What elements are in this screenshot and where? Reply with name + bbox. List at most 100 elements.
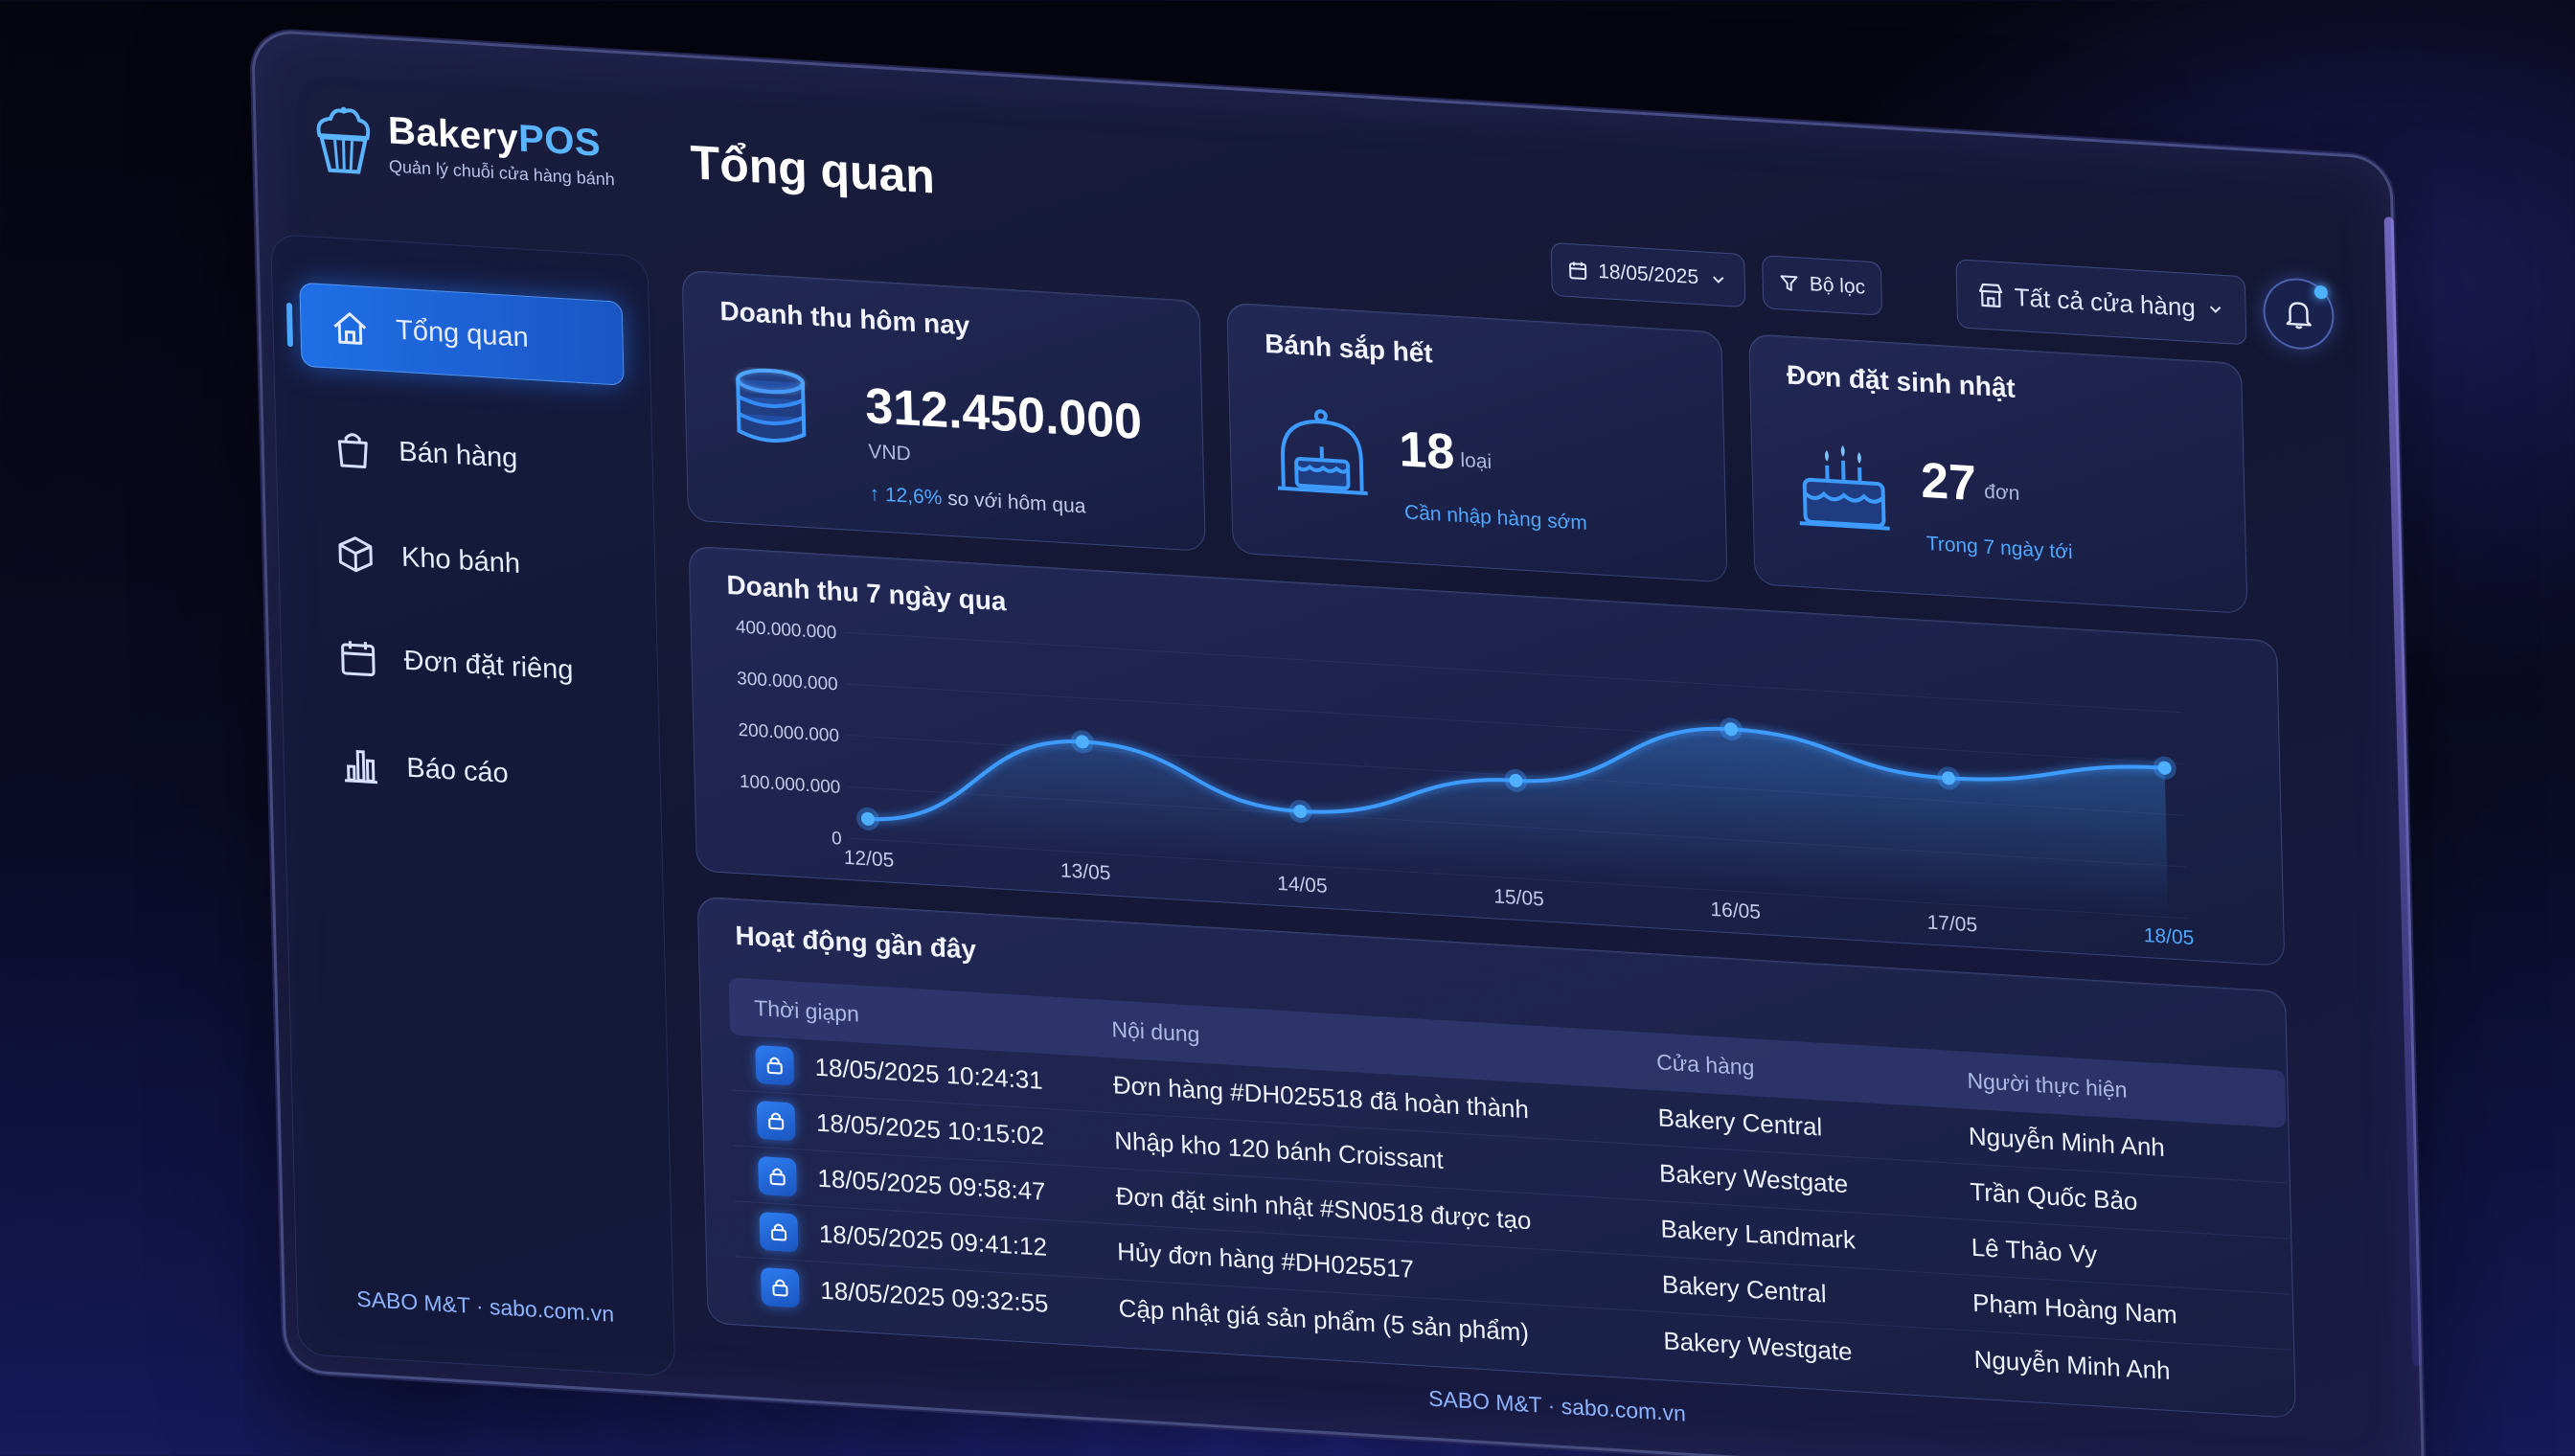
series-area (867, 728, 2169, 918)
row-user: Nguyễn Minh Anh (1973, 1344, 2171, 1385)
tablet-frame: BakeryPOS Quản lý chuỗi cửa hàng bánh Tổ… (251, 29, 2426, 1456)
cake-dome-icon (1277, 409, 1368, 496)
store-select-value: Tất cả cửa hàng (2014, 282, 2197, 322)
card-title: Bánh sắp hết (1264, 328, 1434, 369)
table-row[interactable]: 18/05/2025 09:41:12 Hủy đơn hàng #DH0255… (734, 1201, 2292, 1351)
data-point (1075, 735, 1089, 749)
low-stock-value: 18 (1398, 421, 1455, 481)
revenue-line-chart[interactable]: 0 100.000.000 200.000.000 300.000.000 400.00… (690, 547, 2287, 967)
row-store: Bakery Westgate (1662, 1325, 1853, 1366)
sidebar-item-label: Báo cáo (406, 752, 510, 789)
birthday-orders-unit: đơn (1983, 480, 2020, 505)
row-user: Lê Thảo Vy (1971, 1232, 2098, 1269)
sidebar-item-label: Bán hàng (398, 436, 518, 474)
recent-activity-card: Hoạt động gần đây Thời giạpn Nội dung Cử… (696, 896, 2296, 1419)
table-row[interactable]: 18/05/2025 10:15:02 Nhập kho 120 bánh Cr… (731, 1090, 2290, 1240)
card-title: Doanh thu hôm nay (719, 295, 970, 341)
x-tick-label: 17/05 (1926, 911, 1977, 936)
revenue-change: ↑ 12,6% so với hôm qua (869, 482, 1086, 518)
sidebar-item-label: Tổng quan (395, 314, 529, 353)
sidebar-item-kho-banh[interactable]: Kho bánh (305, 510, 629, 613)
sidebar-nav: Tổng quan Bán hàng Kho bánh Đơn đặt riên… (270, 233, 676, 1377)
home-icon (333, 312, 367, 345)
column-header-store[interactable]: Cửa hàng (1655, 1048, 1755, 1080)
sidebar-item-bao-cao[interactable]: Báo cáo (310, 720, 635, 824)
notification-dot (2313, 284, 2328, 300)
lock-icon (756, 1100, 796, 1141)
low-stock-note: Cần nhập hàng sớm (1403, 501, 1588, 535)
row-store: Bakery Landmark (1660, 1214, 1857, 1255)
column-header-user[interactable]: Người thực hiện (1967, 1067, 2128, 1103)
calendar-icon (1569, 262, 1587, 280)
table-row[interactable]: 18/05/2025 10:24:31 Đơn hàng #DH025518 đ… (730, 1035, 2288, 1184)
column-header-time[interactable]: Thời giạpn (753, 994, 860, 1027)
box-icon (338, 536, 373, 573)
row-store: Bakery Central (1661, 1269, 1827, 1308)
notification-button[interactable] (2262, 276, 2336, 352)
shopping-bag-icon (337, 433, 368, 468)
app-logo[interactable]: BakeryPOS Quản lý chuỗi cửa hàng bánh (309, 102, 615, 193)
data-point (1293, 804, 1308, 819)
y-tick-label: 0 (832, 829, 842, 850)
x-tick-label: 16/05 (1710, 899, 1761, 923)
store-select[interactable]: Tất cả cửa hàng (1954, 259, 2247, 346)
birthday-cake-icon (1799, 444, 1890, 531)
lock-icon (755, 1044, 795, 1085)
data-point (1509, 773, 1523, 787)
revenue-chart-card: Doanh thu 7 ngày qua 0 100.000.000 200.000… (688, 545, 2287, 967)
cupcake-logo-icon (316, 106, 371, 174)
sidebar-item-label: Kho bánh (400, 541, 521, 580)
x-tick-label: 18/05 (2144, 924, 2195, 949)
row-time: 18/05/2025 09:41:12 (818, 1218, 1048, 1262)
x-tick-label: 13/05 (1060, 859, 1111, 884)
sidebar: BakeryPOS Quản lý chuỗi cửa hàng bánh Tổ… (254, 32, 697, 1394)
lock-icon (760, 1266, 800, 1308)
y-tick-label: 400.000.000 (736, 617, 837, 643)
page-title: Tổng quan (690, 135, 936, 204)
x-tick-label: 12/05 (844, 847, 895, 872)
calendar-icon (341, 641, 376, 677)
sidebar-item-tong-quan[interactable]: Tổng quan (285, 282, 625, 386)
row-store: Bakery Westgate (1658, 1158, 1849, 1199)
revenue-unit: VND (868, 440, 912, 466)
main-content: Tổng quan 18/05/2025 Bộ lọc Tất cả cửa h… (674, 57, 2408, 1456)
y-tick-label: 200.000.000 (738, 720, 839, 746)
y-tick-label: 300.000.000 (737, 669, 838, 694)
x-tick-label: 15/05 (1493, 885, 1544, 910)
bell-icon (2286, 302, 2312, 330)
chevron-down-icon (1713, 276, 1724, 284)
data-point (1942, 771, 1956, 785)
revenue-value: 312.450.000 (864, 377, 1143, 451)
coins-stack-icon (736, 368, 807, 444)
sidebar-item-ban-hang[interactable]: Bán hàng (302, 404, 627, 508)
revenue-card: Doanh thu hôm nay 312.450.000 VND ↑ 12,6… (681, 269, 1206, 552)
activity-title: Hoạt động gần đây (735, 920, 977, 965)
date-value: 18/05/2025 (1597, 260, 1699, 289)
filter-button[interactable]: Bộ lọc (1762, 255, 1882, 316)
birthday-orders-value: 27 (1920, 452, 1977, 512)
row-time: 18/05/2025 10:15:02 (815, 1107, 1045, 1150)
row-store: Bakery Central (1657, 1103, 1823, 1142)
table-row[interactable]: 18/05/2025 09:58:47 Đơn đặt sinh nhật #S… (732, 1146, 2290, 1295)
birthday-orders-note: Trong 7 ngày tới (1926, 532, 2073, 564)
table-row[interactable]: 18/05/2025 09:32:55 Cập nhật giá sản phẩ… (736, 1257, 2293, 1405)
card-title: Đơn đặt sinh nhật (1786, 359, 2017, 403)
activity-table: Thời giạpn Nội dung Cửa hàng Người thực … (728, 977, 2293, 1405)
top-controls: 18/05/2025 Bộ lọc Tất cả cửa hàng (1550, 234, 2336, 352)
filter-icon (1780, 275, 1798, 291)
active-indicator (285, 302, 294, 348)
row-time: 18/05/2025 09:32:55 (819, 1275, 1049, 1318)
x-tick-label: 14/05 (1277, 873, 1328, 898)
sidebar-item-don-dat-rieng[interactable]: Đơn đặt riêng (308, 613, 632, 717)
sidebar-item-label: Đơn đặt riêng (403, 645, 574, 686)
bar-chart-icon (344, 749, 377, 785)
grid-line (845, 683, 2184, 765)
lock-icon (759, 1211, 799, 1252)
row-user: Nguyễn Minh Anh (1968, 1121, 2166, 1162)
row-user: Phạm Hoàng Nam (1971, 1287, 2178, 1330)
low-stock-unit: loại (1460, 448, 1493, 473)
row-user: Trần Quốc Bảo (1969, 1176, 2138, 1217)
row-time: 18/05/2025 09:58:47 (817, 1163, 1046, 1206)
date-picker[interactable]: 18/05/2025 (1550, 241, 1746, 308)
birthday-orders-card: Đơn đặt sinh nhật 27 đơn Trong 7 ngày tớ… (1748, 333, 2248, 614)
